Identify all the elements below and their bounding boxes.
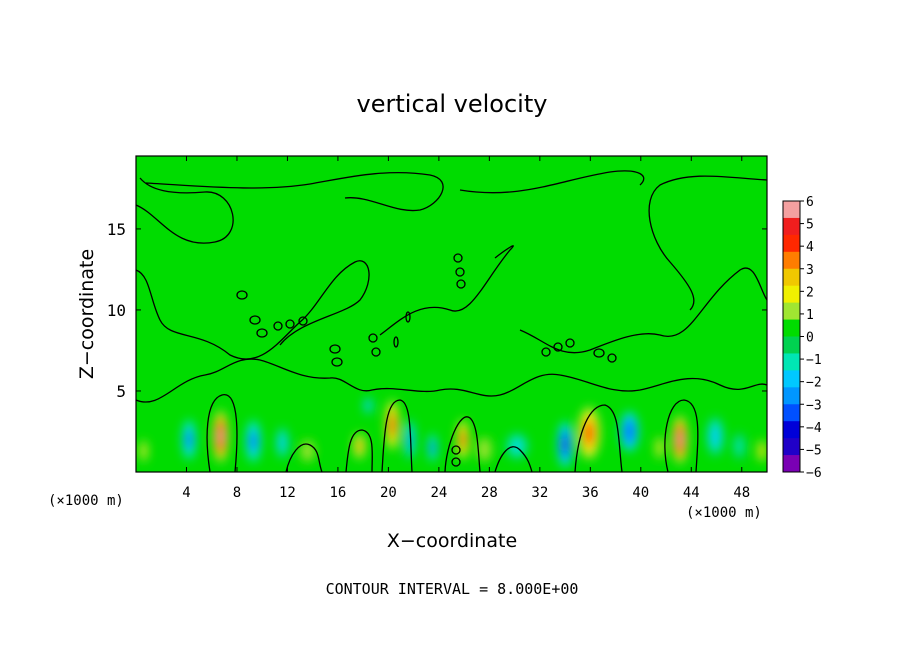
colorbar-tick-label: −5	[806, 443, 822, 458]
colorbar-swatch	[783, 455, 800, 473]
x-tick-label: 16	[329, 485, 346, 501]
colorbar-swatch	[783, 319, 800, 337]
field-feature-4-level-4	[460, 433, 465, 446]
field-feature-9-level-4	[251, 435, 256, 448]
field-feature-3-level-4	[390, 417, 395, 433]
field-feature-5-level-4	[357, 442, 362, 450]
field-feature-10-level-4	[280, 438, 285, 448]
colorbar-swatch	[783, 438, 800, 456]
colorbar-swatch	[783, 302, 800, 321]
colorbar-tick-label: 1	[806, 308, 814, 323]
x-tick-label: 48	[733, 485, 750, 501]
x-unit-label: (×1000 m)	[48, 493, 124, 509]
zero-contour-upper	[136, 171, 444, 244]
colorbar-tick-label: 0	[806, 331, 814, 346]
field-feature-21-level-4	[737, 442, 742, 451]
x-tick-label: 40	[632, 485, 649, 501]
colorbar-tick-label: 4	[806, 240, 814, 255]
field-feature-7-level-4	[141, 447, 146, 455]
colorbar-swatch	[783, 268, 800, 287]
x-tick-label: 24	[430, 485, 447, 501]
x-axis-label: X−coordinate	[387, 530, 517, 552]
field-feature-15-level-4	[712, 430, 718, 443]
field-feature-16-level-4	[514, 442, 521, 450]
plot-area	[135, 155, 768, 473]
colorbar-tick-label: 6	[806, 195, 814, 210]
colorbar-swatch	[783, 285, 800, 304]
x-tick-label: 8	[233, 485, 241, 501]
x-tick-label: 28	[481, 485, 498, 501]
chart-title: vertical velocity	[357, 90, 548, 118]
colorbar-swatch	[783, 234, 800, 253]
x-tick-label: 44	[683, 485, 700, 501]
field-feature-17-level-4	[366, 403, 371, 409]
colorbar-swatch	[783, 421, 800, 439]
colorbar-swatch	[783, 217, 800, 236]
x-tick-label: 20	[380, 485, 397, 501]
colorbar-tick-label: 2	[806, 285, 814, 300]
colorbar-swatch	[783, 353, 800, 371]
zero-contour-upper-right	[459, 170, 767, 311]
colorbar-swatch	[783, 251, 800, 270]
field-feature-8-level-4	[187, 433, 192, 446]
x-tick-label: 36	[582, 485, 599, 501]
field-feature-6-level-4	[759, 447, 764, 455]
colorbar-tick-label: −6	[806, 466, 822, 481]
zero-contour-lower	[136, 358, 767, 403]
field-feature-13-level-4	[562, 437, 568, 451]
y-tick-label: 15	[107, 220, 126, 239]
field-feature-12-level-4	[430, 443, 435, 452]
colorbar-swatch	[783, 387, 800, 405]
field-feature-2-level-4	[585, 425, 593, 441]
contour-interval-note: CONTOUR INTERVAL = 8.000E+00	[326, 580, 579, 598]
contour-updraft-cells	[206, 394, 699, 472]
y-axis-label: Z−coordinate	[76, 249, 98, 379]
colorbar-tick-label: 5	[806, 218, 814, 233]
colorbar-tick-label: 3	[806, 263, 814, 278]
x-tick-label: 12	[279, 485, 296, 501]
y-tick-label: 5	[116, 382, 126, 401]
contour-eddies	[236, 253, 617, 467]
field-feature-0-level-4	[218, 428, 223, 444]
colorbar-tick-label: −1	[806, 353, 822, 368]
colorbar-tick-label: −2	[806, 376, 822, 391]
y-axis: 5 10 15	[107, 220, 767, 401]
x-tick-label: 4	[182, 485, 190, 501]
field-feature-18-level-4	[305, 447, 311, 455]
colorbar: 6 5 4 3 2 1 0 −1 −2 −3 −4 −5 −6	[782, 195, 822, 481]
field-feature-20-level-4	[657, 443, 662, 452]
field-feature-19-level-4	[481, 445, 487, 454]
x-tick-label: 32	[531, 485, 548, 501]
field-feature-14-level-4	[626, 425, 633, 438]
colorbar-tick-label: −4	[806, 421, 822, 436]
x-axis: 4 8 12 16 20 24 28 32 36 40 44 48	[182, 156, 750, 501]
x-unit-label-right: (×1000 m)	[686, 505, 762, 521]
colorbar-swatch	[783, 201, 800, 219]
y-tick-label: 10	[107, 301, 126, 320]
plot-frame	[135, 155, 768, 473]
colorbar-swatch	[783, 370, 800, 388]
colorbar-swatch	[783, 336, 800, 354]
field-feature-1-level-4	[677, 432, 683, 447]
field-background	[136, 156, 767, 472]
colorbar-swatch	[783, 404, 800, 422]
colorbar-tick-label: −3	[806, 398, 822, 413]
